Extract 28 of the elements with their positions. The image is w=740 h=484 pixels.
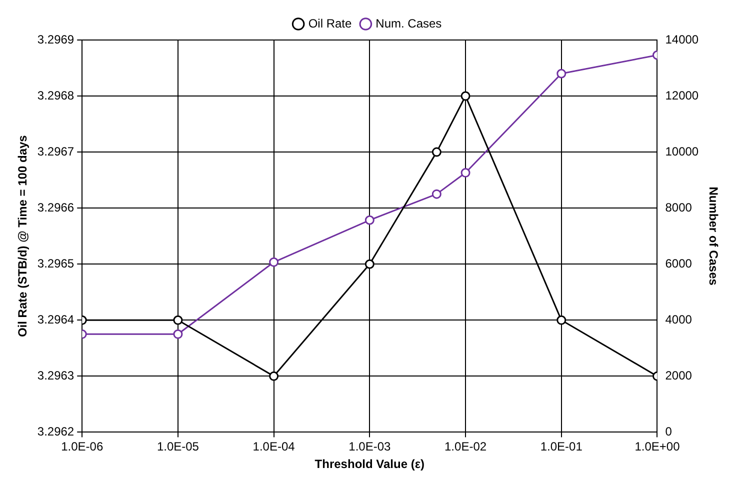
legend-label: Oil Rate [308, 16, 352, 30]
y2-tick-label: 4000 [665, 312, 692, 326]
legend-label: Num. Cases [376, 16, 442, 30]
y2-tick-label: 12000 [665, 88, 699, 102]
y-tick-label: 3.2963 [37, 368, 74, 382]
y-tick-label: 3.2969 [37, 32, 74, 46]
y2-tick-label: 10000 [665, 144, 699, 158]
y-tick-label: 3.2968 [37, 88, 74, 102]
y2-tick-label: 14000 [665, 32, 699, 46]
y2-tick-label: 2000 [665, 368, 692, 382]
y-tick-label: 3.2962 [37, 424, 74, 439]
y2-axis-title: Number of Cases [706, 186, 720, 286]
x-tick-label: 1.0E-03 [348, 440, 392, 454]
x-tick-label: 1.0E+00 [634, 440, 680, 454]
x-tick-label: 1.0E-05 [156, 440, 200, 454]
y-tick-label: 3.2967 [37, 144, 74, 158]
y-tick-label: 3.2965 [37, 256, 74, 270]
x-tick-label: 1.0E-01 [540, 440, 583, 454]
y2-tick-label: 6000 [665, 256, 692, 270]
y-tick-label: 3.2966 [37, 200, 74, 214]
x-axis-title: Threshold Value (ε) [314, 457, 425, 472]
x-tick-label: 1.0E-04 [252, 440, 296, 454]
x-tick-label: 1.0E-02 [444, 440, 487, 454]
y-tick-label: 3.2964 [37, 312, 74, 326]
x-tick-label: 1.0E-06 [61, 440, 104, 454]
y2-tick-label: 8000 [665, 200, 692, 214]
y2-tick-label: 0 [665, 424, 672, 439]
y-axis-title: Oil Rate (STB/d) @ Time = 100 days [16, 134, 30, 338]
